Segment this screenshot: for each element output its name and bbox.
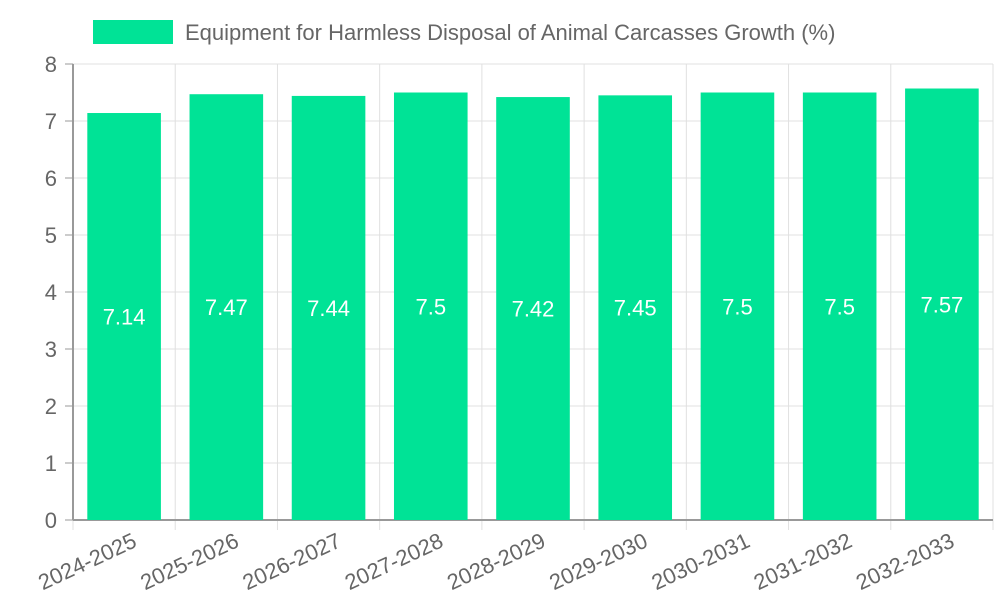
data-label: 7.45 <box>614 296 657 321</box>
y-tick-label: 5 <box>45 223 57 248</box>
x-tick-label: 2027-2028 <box>341 528 447 595</box>
x-tick-label: 2031-2032 <box>750 528 856 595</box>
x-axis-ticks: 2024-20252025-20262026-20272027-20282028… <box>34 528 958 595</box>
bar[interactable] <box>291 95 366 521</box>
data-label: 7.44 <box>307 296 350 321</box>
bars <box>87 88 979 521</box>
x-tick-label: 2024-2025 <box>34 528 140 595</box>
bar[interactable] <box>700 92 775 521</box>
bar[interactable] <box>393 92 468 521</box>
x-tick-label: 2025-2026 <box>137 528 243 595</box>
data-label: 7.5 <box>415 294 446 319</box>
y-tick-label: 8 <box>45 52 57 77</box>
y-tick-label: 4 <box>45 280 57 305</box>
legend[interactable]: Equipment for Harmless Disposal of Anima… <box>93 20 835 45</box>
y-tick-label: 6 <box>45 166 57 191</box>
y-tick-label: 3 <box>45 337 57 362</box>
x-tick-label: 2032-2033 <box>852 528 958 595</box>
x-tick-label: 2029-2030 <box>545 528 651 595</box>
data-label: 7.5 <box>722 294 753 319</box>
data-label: 7.5 <box>824 294 855 319</box>
x-tick-label: 2028-2029 <box>443 528 549 595</box>
data-labels: 7.14 7.47 7.44 7.5 7.42 7.45 7.5 7.5 7.57 <box>103 292 964 329</box>
x-tick-label: 2030-2031 <box>648 528 754 595</box>
data-label: 7.42 <box>512 297 555 322</box>
data-label: 7.47 <box>205 295 248 320</box>
y-tick-label: 7 <box>45 109 57 134</box>
bar[interactable] <box>802 92 877 521</box>
y-tick-label: 0 <box>45 508 57 533</box>
bar[interactable] <box>598 95 673 520</box>
data-label: 7.57 <box>920 292 963 317</box>
legend-swatch <box>93 20 173 44</box>
bar[interactable] <box>905 88 979 520</box>
legend-label: Equipment for Harmless Disposal of Anima… <box>185 20 835 45</box>
x-tick-label: 2026-2027 <box>239 528 345 595</box>
data-label: 7.14 <box>103 305 146 330</box>
y-tick-label: 1 <box>45 451 57 476</box>
y-axis-ticks: 0 1 2 3 4 5 6 7 8 <box>45 52 73 533</box>
bar[interactable] <box>496 97 570 520</box>
bar[interactable] <box>189 94 264 521</box>
bar[interactable] <box>87 113 161 521</box>
y-tick-label: 2 <box>45 394 57 419</box>
